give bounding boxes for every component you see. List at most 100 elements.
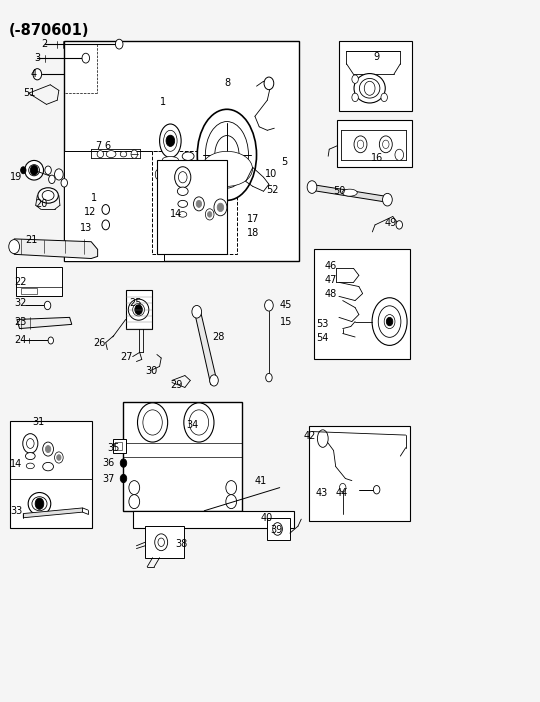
Circle shape (102, 220, 110, 230)
Polygon shape (17, 317, 72, 329)
Ellipse shape (38, 187, 58, 203)
Bar (338, 120, 411, 168)
Text: 5: 5 (281, 157, 287, 167)
Circle shape (193, 197, 204, 211)
Text: 39: 39 (270, 524, 282, 535)
Polygon shape (14, 239, 98, 258)
Bar (21, 288, 37, 293)
Ellipse shape (163, 182, 178, 188)
Ellipse shape (32, 497, 47, 511)
Circle shape (55, 169, 63, 180)
Circle shape (21, 167, 26, 174)
Ellipse shape (194, 171, 200, 176)
Ellipse shape (342, 189, 357, 196)
Text: 33: 33 (10, 505, 23, 516)
Circle shape (102, 204, 110, 214)
Ellipse shape (163, 190, 178, 197)
Circle shape (196, 200, 201, 207)
Circle shape (265, 300, 273, 311)
Text: 48: 48 (325, 289, 337, 298)
Bar (267, 518, 290, 540)
Circle shape (386, 317, 393, 326)
Circle shape (166, 135, 174, 147)
Ellipse shape (215, 135, 239, 174)
Ellipse shape (28, 493, 51, 515)
Ellipse shape (163, 157, 178, 163)
Text: 6: 6 (104, 141, 110, 152)
Ellipse shape (354, 74, 385, 103)
Circle shape (364, 81, 375, 95)
Circle shape (55, 452, 63, 463)
Circle shape (352, 75, 359, 84)
Ellipse shape (378, 306, 401, 338)
Text: 8: 8 (224, 79, 231, 88)
Circle shape (174, 167, 191, 187)
Bar (113, 439, 126, 453)
Text: 40: 40 (260, 512, 273, 523)
Circle shape (192, 305, 201, 318)
Circle shape (226, 481, 237, 495)
Circle shape (82, 53, 90, 63)
Ellipse shape (97, 151, 104, 158)
Text: 50: 50 (334, 186, 346, 197)
Text: 1: 1 (91, 193, 97, 204)
Circle shape (129, 495, 140, 509)
Circle shape (381, 93, 387, 102)
Ellipse shape (197, 110, 256, 200)
Circle shape (357, 140, 364, 149)
Ellipse shape (156, 170, 161, 179)
Circle shape (266, 373, 272, 382)
Ellipse shape (29, 165, 39, 176)
Polygon shape (309, 184, 389, 202)
Ellipse shape (372, 298, 407, 345)
Text: 34: 34 (186, 420, 199, 430)
Polygon shape (23, 508, 83, 518)
Text: 13: 13 (80, 223, 93, 233)
Ellipse shape (179, 211, 187, 217)
Text: 17: 17 (247, 214, 260, 224)
Circle shape (9, 239, 19, 253)
Circle shape (45, 166, 51, 174)
Bar (64, 151, 164, 261)
Circle shape (48, 337, 53, 344)
Text: 51: 51 (23, 88, 36, 98)
Circle shape (23, 434, 38, 453)
Circle shape (116, 39, 123, 49)
Text: 24: 24 (14, 336, 26, 345)
Text: 32: 32 (14, 298, 26, 308)
Text: 38: 38 (176, 538, 188, 549)
Circle shape (307, 180, 317, 193)
Circle shape (379, 136, 392, 153)
Bar (16, 267, 62, 296)
Text: 9: 9 (374, 52, 380, 62)
Bar (115, 442, 123, 451)
Circle shape (35, 498, 44, 510)
Text: 12: 12 (84, 207, 97, 218)
Circle shape (396, 220, 402, 229)
Text: 14: 14 (10, 460, 23, 470)
Ellipse shape (160, 124, 181, 158)
Circle shape (143, 410, 163, 435)
Text: 45: 45 (280, 300, 292, 310)
Text: 23: 23 (14, 317, 26, 326)
Text: 41: 41 (255, 476, 267, 486)
Circle shape (210, 375, 218, 386)
Ellipse shape (133, 303, 145, 316)
Text: 20: 20 (36, 199, 48, 209)
Text: 26: 26 (93, 338, 106, 347)
Ellipse shape (25, 161, 44, 180)
Circle shape (352, 93, 359, 102)
Text: 54: 54 (316, 333, 328, 343)
Bar (64, 41, 299, 261)
Circle shape (374, 486, 380, 494)
Circle shape (205, 208, 214, 220)
Circle shape (264, 77, 274, 90)
Circle shape (354, 136, 367, 153)
Ellipse shape (26, 463, 35, 469)
Text: 28: 28 (212, 332, 224, 342)
Polygon shape (133, 511, 294, 528)
Ellipse shape (318, 430, 328, 447)
Circle shape (45, 446, 51, 453)
Circle shape (214, 199, 227, 216)
Ellipse shape (201, 152, 253, 186)
